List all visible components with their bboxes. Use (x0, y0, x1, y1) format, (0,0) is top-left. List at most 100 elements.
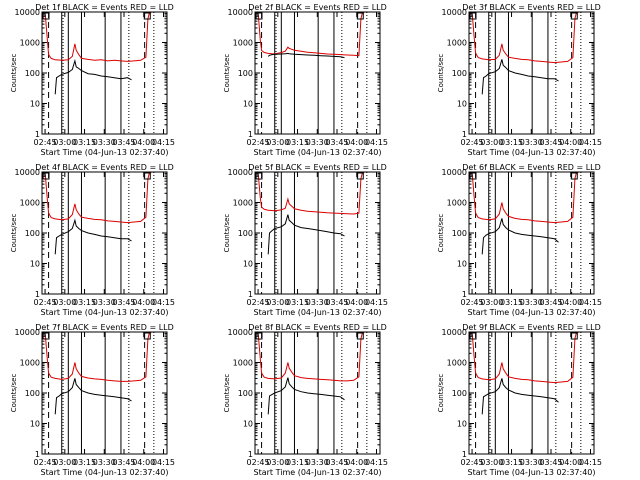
x-tick-label: 04:15 (365, 458, 388, 467)
corner-legend-box (255, 172, 263, 180)
plot-frame (468, 331, 595, 455)
x-axis-label: Start Time (04-Jun-13 02:37:40) (41, 148, 169, 157)
detector-panel: 1 10 100 1000 10000 02:4503:0003:1503:3003:45… (223, 323, 388, 477)
x-tick-label: 03:00 (53, 138, 76, 147)
events-series-line (267, 52, 345, 59)
y-axis-label: Counts/sec (223, 54, 231, 93)
plot-frame (254, 171, 381, 295)
x-tick-label: 04:15 (365, 298, 388, 307)
x-tick-label: 03:30 (93, 298, 116, 307)
lld-series-line (471, 12, 579, 64)
y-tick-label: 100 (25, 69, 40, 78)
y-tick-label: 10000 (442, 328, 467, 337)
x-axis-label: Start Time (04-Jun-13 02:37:40) (254, 468, 382, 477)
x-tick-label: 03:45 (539, 458, 562, 467)
y-tick-label: 100 (452, 229, 467, 238)
y-axis-label: Counts/sec (223, 214, 231, 253)
x-tick-label: 03:15 (73, 138, 96, 147)
plot-frame (41, 11, 168, 135)
top-marker-box (143, 12, 151, 20)
y-tick-label: 1000 (447, 39, 467, 48)
y-axis-label: Counts/sec (437, 374, 445, 413)
x-tick-label: 04:00 (345, 138, 368, 147)
events-series-line (267, 377, 345, 415)
lld-series-line (44, 12, 152, 62)
y-tick-label: 10 (243, 260, 253, 269)
plot-frame (41, 331, 168, 455)
y-tick-label: 1 (462, 290, 467, 299)
y-tick-label: 100 (238, 69, 253, 78)
x-axis-label: Start Time (04-Jun-13 02:37:40) (254, 148, 382, 157)
y-tick-label: 1000 (447, 359, 467, 368)
y-tick-label: 100 (238, 229, 253, 238)
y-tick-label: 100 (452, 389, 467, 398)
x-tick-label: 04:00 (559, 298, 582, 307)
x-tick-label: 03:00 (480, 298, 503, 307)
detector-panel: 1 10 100 1000 10000 02:4503:0003:1503:3003:45… (10, 323, 175, 477)
x-tick-label: 03:45 (325, 458, 348, 467)
y-tick-label: 10 (457, 420, 467, 429)
events-series-line (481, 378, 559, 415)
x-tick-label: 04:00 (345, 458, 368, 467)
x-tick-label: 04:00 (559, 458, 582, 467)
x-tick-label: 03:45 (539, 298, 562, 307)
panel-title: Det 8f BLACK = Events RED = LLD (248, 323, 387, 332)
y-tick-label: 10000 (15, 8, 40, 17)
x-tick-label: 02:45 (461, 138, 484, 147)
detector-panel: 1 10 100 1000 10000 02:4503:0003:1503:3003:45… (223, 163, 388, 317)
corner-legend-box (42, 12, 50, 20)
x-tick-label: 03:15 (286, 138, 309, 147)
top-marker-box (356, 12, 364, 20)
y-tick-label: 1 (35, 130, 40, 139)
corner-legend-box (469, 12, 477, 20)
lld-series-line (44, 172, 152, 224)
y-tick-label: 10 (457, 100, 467, 109)
y-tick-label: 10000 (442, 168, 467, 177)
x-axis-label: Start Time (04-Jun-13 02:37:40) (41, 468, 169, 477)
x-tick-label: 03:30 (520, 458, 543, 467)
top-marker-box (356, 332, 364, 340)
corner-legend-box (469, 172, 477, 180)
top-marker-box (143, 332, 151, 340)
y-tick-label: 10 (30, 260, 40, 269)
plot-frame (41, 171, 168, 295)
corner-legend-box (42, 332, 50, 340)
plot-frame (468, 171, 595, 295)
lld-series-line (44, 332, 152, 382)
x-tick-label: 03:15 (286, 458, 309, 467)
x-tick-label: 04:00 (132, 458, 155, 467)
y-tick-label: 1000 (233, 359, 253, 368)
lld-series-line (471, 332, 579, 384)
x-tick-label: 03:15 (500, 138, 523, 147)
y-tick-label: 10 (457, 260, 467, 269)
x-tick-label: 02:45 (34, 138, 57, 147)
lld-series-line (257, 12, 365, 57)
x-axis-label: Start Time (04-Jun-13 02:37:40) (468, 308, 596, 317)
detector-panel: 1 10 100 1000 10000 02:4503:0003:1503:3003:45… (437, 323, 602, 477)
x-tick-label: 02:45 (34, 298, 57, 307)
x-tick-label: 02:45 (461, 298, 484, 307)
x-tick-label: 03:15 (500, 298, 523, 307)
top-marker-box (356, 172, 364, 180)
y-tick-label: 100 (25, 389, 40, 398)
y-tick-label: 1000 (233, 199, 253, 208)
x-tick-label: 03:45 (112, 138, 135, 147)
x-tick-label: 03:30 (306, 298, 329, 307)
x-tick-label: 03:45 (325, 298, 348, 307)
y-axis-label: Counts/sec (10, 214, 18, 253)
y-tick-label: 1 (35, 290, 40, 299)
y-tick-label: 10000 (442, 8, 467, 17)
y-tick-label: 1 (35, 450, 40, 459)
top-marker-box (570, 332, 578, 340)
x-tick-label: 02:45 (34, 458, 57, 467)
y-axis-label: Counts/sec (223, 374, 231, 413)
top-marker-box (570, 12, 578, 20)
panel-title: Det 7f BLACK = Events RED = LLD (35, 323, 174, 332)
events-series-line (481, 218, 559, 255)
x-tick-label: 03:00 (266, 298, 289, 307)
y-axis-label: Counts/sec (10, 374, 18, 413)
y-axis-label: Counts/sec (10, 54, 18, 93)
x-tick-label: 03:45 (325, 138, 348, 147)
y-tick-label: 10 (243, 420, 253, 429)
x-tick-label: 03:45 (112, 458, 135, 467)
